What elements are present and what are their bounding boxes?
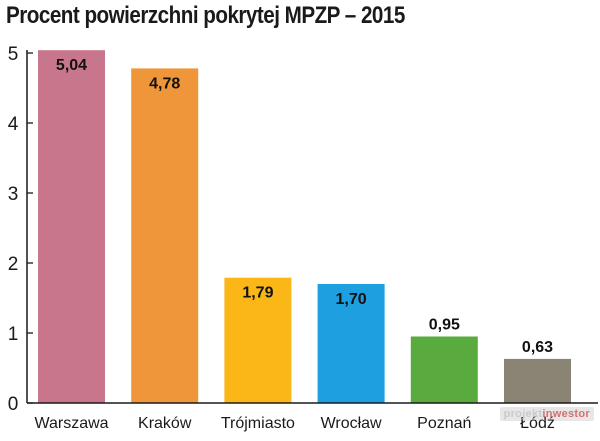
value-label: 1,70 — [336, 291, 367, 308]
category-label: Kraków — [138, 415, 192, 432]
bar — [410, 336, 478, 403]
bar — [224, 277, 292, 403]
bar — [504, 358, 571, 403]
category-label: Trójmiasto — [221, 415, 295, 432]
y-tick-label: 2 — [8, 254, 19, 275]
bar — [38, 50, 105, 403]
watermark-part1: projekt — [503, 408, 543, 420]
watermark-part2: inwestor — [542, 408, 590, 420]
value-labels: 5,04 4,78 1,79 1,70 0,95 0,63 — [56, 57, 553, 356]
value-label: 0,63 — [522, 339, 553, 356]
y-tick-label: 4 — [8, 114, 19, 135]
y-tick-label: 0 — [8, 394, 19, 415]
chart-title: Procent powierzchni pokrytej MPZP – 2015 — [6, 2, 405, 29]
watermark-logo: projektinwestor — [499, 407, 594, 421]
category-label: Wrocław — [321, 415, 382, 432]
y-tick-label: 1 — [8, 324, 19, 345]
value-label: 4,78 — [149, 75, 180, 92]
bars — [38, 50, 571, 404]
value-label: 1,79 — [242, 285, 273, 302]
bar — [131, 68, 199, 404]
y-tick-label: 5 — [8, 44, 19, 65]
category-labels: Warszawa Kraków Trójmiasto Wrocław Poznań Łód… — [34, 415, 554, 432]
category-label: Łódź — [520, 415, 555, 432]
category-label: Poznań — [417, 415, 471, 432]
axes — [26, 50, 598, 404]
value-label: 0,95 — [429, 317, 460, 334]
y-axis-ticks: 0 1 2 3 4 5 — [8, 44, 33, 415]
bar — [317, 284, 385, 403]
y-tick-label: 3 — [8, 184, 19, 205]
category-label: Warszawa — [34, 415, 108, 432]
value-label: 5,04 — [56, 57, 87, 74]
